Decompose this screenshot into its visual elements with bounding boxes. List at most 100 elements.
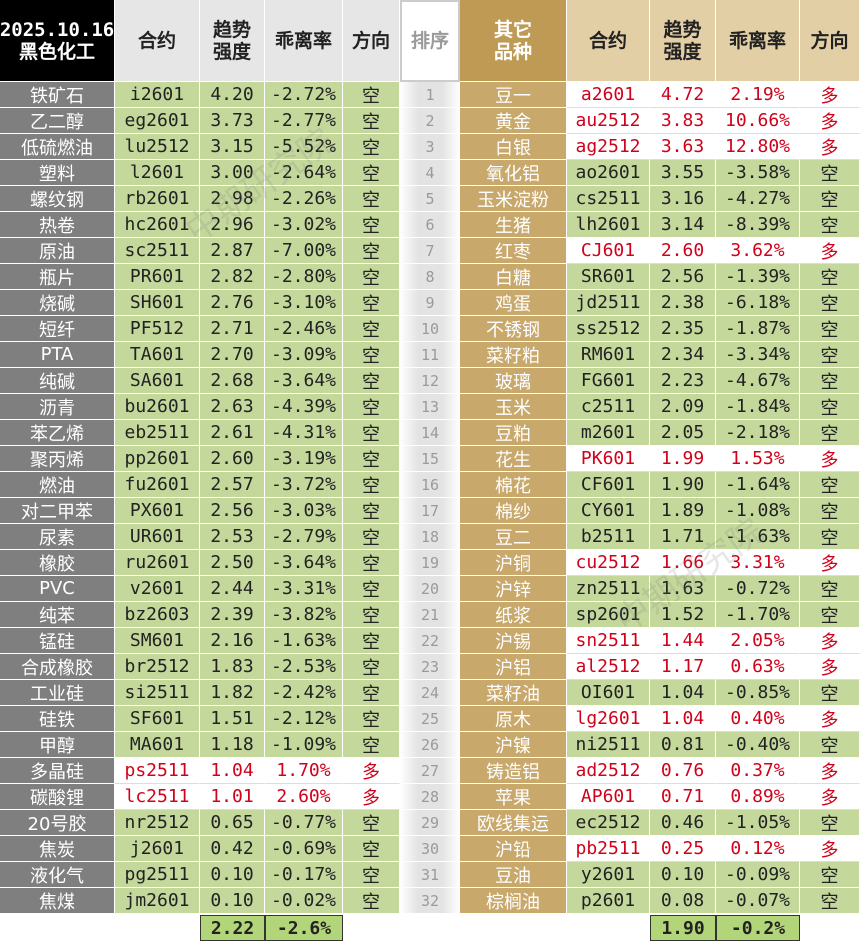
left-deviation: -3.10%: [265, 290, 343, 316]
right-name: 菜籽油: [460, 680, 567, 706]
right-name: 棉花: [460, 472, 567, 498]
left-contract: PF512: [115, 316, 200, 342]
right-direction: 空: [800, 264, 860, 290]
left-contract: TA601: [115, 342, 200, 368]
right-name: 玉米: [460, 394, 567, 420]
rank: 1: [400, 82, 460, 108]
left-contract: sc2511: [115, 238, 200, 264]
right-deviation: 0.12%: [716, 836, 800, 862]
left-name: PVC: [0, 576, 115, 602]
rank: 8: [400, 264, 460, 290]
right-name: 沪锌: [460, 576, 567, 602]
right-direction: 多: [800, 836, 860, 862]
footer-right-avg: -0.2%: [716, 915, 800, 941]
right-direction: 空: [800, 342, 860, 368]
right-name: 豆油: [460, 862, 567, 888]
left-direction: 空: [343, 316, 400, 342]
right-strength: 1.17: [650, 654, 716, 680]
header-direction: 方向: [343, 0, 400, 82]
left-name: 锰硅: [0, 628, 115, 654]
right-contract: ss2512: [567, 316, 650, 342]
right-name: 纸浆: [460, 602, 567, 628]
left-contract: v2601: [115, 576, 200, 602]
right-deviation: 10.66%: [716, 108, 800, 134]
left-deviation: -5.52%: [265, 134, 343, 160]
left-direction: 空: [343, 108, 400, 134]
right-contract: ao2601: [567, 160, 650, 186]
left-direction: 空: [343, 264, 400, 290]
left-deviation: -0.02%: [265, 888, 343, 914]
rank: 16: [400, 472, 460, 498]
right-name: 沪铅: [460, 836, 567, 862]
left-direction: 空: [343, 706, 400, 732]
rank: 5: [400, 186, 460, 212]
left-deviation: -2.42%: [265, 680, 343, 706]
left-name: 20号胶: [0, 810, 115, 836]
left-strength: 2.82: [200, 264, 265, 290]
left-deviation: -3.19%: [265, 446, 343, 472]
left-contract: bu2601: [115, 394, 200, 420]
header-rank: 排序: [400, 0, 460, 82]
right-name: 红枣: [460, 238, 567, 264]
left-contract: eb2511: [115, 420, 200, 446]
left-contract: SH601: [115, 290, 200, 316]
left-name: 苯乙烯: [0, 420, 115, 446]
date: 2025.10.16: [0, 18, 115, 41]
right-contract: CF601: [567, 472, 650, 498]
rank: 3: [400, 134, 460, 160]
left-contract: i2601: [115, 82, 200, 108]
left-name: 硅铁: [0, 706, 115, 732]
right-deviation: -1.63%: [716, 524, 800, 550]
right-deviation: -1.70%: [716, 602, 800, 628]
right-deviation: -0.09%: [716, 862, 800, 888]
right-strength: 2.56: [650, 264, 716, 290]
left-name: 纯碱: [0, 368, 115, 394]
right-deviation: 0.40%: [716, 706, 800, 732]
rank: 24: [400, 680, 460, 706]
left-contract: UR601: [115, 524, 200, 550]
right-contract: ag2512: [567, 134, 650, 160]
right-strength: 3.63: [650, 134, 716, 160]
left-direction: 空: [343, 472, 400, 498]
right-name: 生猪: [460, 212, 567, 238]
right-name: 原木: [460, 706, 567, 732]
right-strength: 1.63: [650, 576, 716, 602]
right-contract: b2511: [567, 524, 650, 550]
left-strength: 2.16: [200, 628, 265, 654]
rank: 19: [400, 550, 460, 576]
left-direction: 空: [343, 550, 400, 576]
left-name: 燃油: [0, 472, 115, 498]
left-deviation: -3.82%: [265, 602, 343, 628]
right-deviation: -1.64%: [716, 472, 800, 498]
right-deviation: -3.34%: [716, 342, 800, 368]
left-name: 沥青: [0, 394, 115, 420]
right-deviation: -4.27%: [716, 186, 800, 212]
right-strength: 2.34: [650, 342, 716, 368]
right-strength: 0.76: [650, 758, 716, 784]
left-deviation: -2.79%: [265, 524, 343, 550]
right-contract: ni2511: [567, 732, 650, 758]
right-direction: 空: [800, 316, 860, 342]
left-name: 塑料: [0, 160, 115, 186]
right-direction: 多: [800, 654, 860, 680]
right-contract: lh2601: [567, 212, 650, 238]
right-contract: cs2511: [567, 186, 650, 212]
left-contract: MA601: [115, 732, 200, 758]
rank: 28: [400, 784, 460, 810]
right-strength: 0.08: [650, 888, 716, 914]
right-contract: RM601: [567, 342, 650, 368]
right-contract: AP601: [567, 784, 650, 810]
right-name: 玉米淀粉: [460, 186, 567, 212]
right-strength: 2.38: [650, 290, 716, 316]
right-name: 白银: [460, 134, 567, 160]
left-contract: jm2601: [115, 888, 200, 914]
left-deviation: -0.69%: [265, 836, 343, 862]
left-strength: 3.00: [200, 160, 265, 186]
left-name: 纯苯: [0, 602, 115, 628]
right-name: 欧线集运: [460, 810, 567, 836]
left-direction: 空: [343, 238, 400, 264]
right-contract: m2601: [567, 420, 650, 446]
left-strength: 1.83: [200, 654, 265, 680]
right-name: 棕榈油: [460, 888, 567, 914]
right-name: 沪铝: [460, 654, 567, 680]
